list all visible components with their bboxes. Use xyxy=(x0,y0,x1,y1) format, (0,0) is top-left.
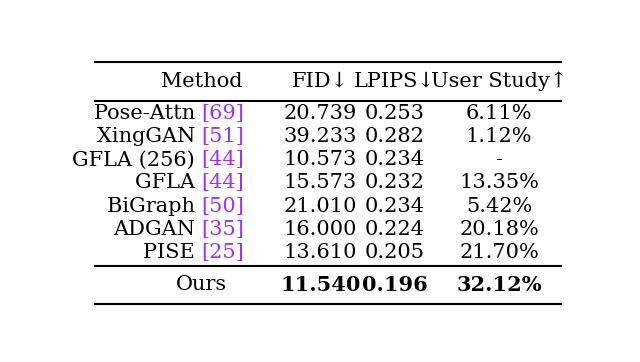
Text: XingGAN: XingGAN xyxy=(97,127,202,146)
Text: 1.12%: 1.12% xyxy=(466,127,532,146)
Text: [51]: [51] xyxy=(202,127,244,146)
Text: 16.000: 16.000 xyxy=(284,220,357,239)
Text: PISE: PISE xyxy=(143,243,202,262)
Text: [25]: [25] xyxy=(202,243,244,262)
Text: [44]: [44] xyxy=(202,150,244,169)
Text: 0.196: 0.196 xyxy=(362,275,428,295)
Text: 39.233: 39.233 xyxy=(284,127,357,146)
Text: 0.205: 0.205 xyxy=(365,243,425,262)
Text: LPIPS↓: LPIPS↓ xyxy=(354,72,436,90)
Text: 0.234: 0.234 xyxy=(365,150,425,169)
Text: GFLA: GFLA xyxy=(135,173,202,193)
Text: BiGraph: BiGraph xyxy=(107,197,202,216)
Text: [44]: [44] xyxy=(202,173,244,193)
Text: 0.234: 0.234 xyxy=(365,197,425,216)
Text: 0.282: 0.282 xyxy=(365,127,425,146)
Text: [35]: [35] xyxy=(202,220,244,239)
Text: 11.540: 11.540 xyxy=(280,275,361,295)
Text: 5.42%: 5.42% xyxy=(466,197,532,216)
Text: 0.253: 0.253 xyxy=(365,104,425,123)
Text: 10.573: 10.573 xyxy=(284,150,357,169)
Text: 0.224: 0.224 xyxy=(365,220,425,239)
Text: GFLA (256): GFLA (256) xyxy=(72,150,202,169)
Text: 6.11%: 6.11% xyxy=(466,104,532,123)
Text: 21.010: 21.010 xyxy=(284,197,357,216)
Text: 15.573: 15.573 xyxy=(284,173,357,193)
Text: ADGAN: ADGAN xyxy=(113,220,202,239)
Text: 20.739: 20.739 xyxy=(284,104,357,123)
Text: [50]: [50] xyxy=(202,197,244,216)
Text: Pose-Attn: Pose-Attn xyxy=(93,104,202,123)
Text: 20.18%: 20.18% xyxy=(460,220,539,239)
Text: -: - xyxy=(495,150,502,169)
Text: 13.35%: 13.35% xyxy=(459,173,539,193)
Text: [69]: [69] xyxy=(202,104,244,123)
Text: 13.610: 13.610 xyxy=(284,243,357,262)
Text: User Study↑: User Study↑ xyxy=(431,71,567,91)
Text: FID↓: FID↓ xyxy=(292,72,349,90)
Text: 32.12%: 32.12% xyxy=(456,275,542,295)
Text: Ours: Ours xyxy=(176,275,227,294)
Text: Method: Method xyxy=(161,72,243,90)
Text: 21.70%: 21.70% xyxy=(460,243,539,262)
Text: 0.232: 0.232 xyxy=(365,173,425,193)
